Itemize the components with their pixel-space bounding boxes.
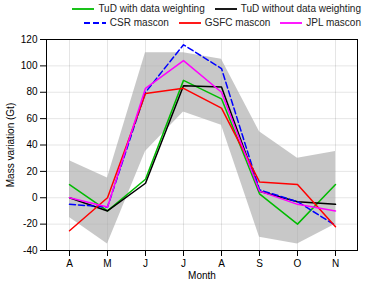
html-text:GSFC mascon: GSFC mascon (204, 17, 271, 28)
svg-text:-20: -20 (23, 218, 38, 229)
svg-text:120: 120 (21, 34, 38, 45)
html-text:TuD with data weighting: TuD with data weighting (98, 3, 205, 14)
svg-text:Mass variation (Gt): Mass variation (Gt) (5, 103, 16, 187)
html-text:TuD without data weighting: TuD without data weighting (240, 3, 361, 14)
svg-text:N: N (332, 258, 339, 269)
svg-text:80: 80 (26, 86, 38, 97)
svg-text:20: 20 (26, 166, 38, 177)
svg-text:J: J (181, 258, 186, 269)
html-text:JPL mascon: JPL mascon (306, 17, 361, 28)
svg-text:40: 40 (26, 139, 38, 150)
svg-text:J: J (143, 258, 148, 269)
html-text:CSR mascon: CSR mascon (109, 17, 169, 28)
svg-text:Month: Month (188, 270, 216, 281)
svg-text:100: 100 (21, 60, 38, 71)
svg-text:A: A (218, 258, 225, 269)
svg-text:-40: -40 (23, 245, 38, 256)
svg-text:60: 60 (26, 113, 38, 124)
svg-text:0: 0 (32, 192, 38, 203)
svg-text:O: O (294, 258, 302, 269)
svg-text:S: S (256, 258, 263, 269)
svg-text:M: M (103, 258, 111, 269)
svg-text:A: A (66, 258, 73, 269)
